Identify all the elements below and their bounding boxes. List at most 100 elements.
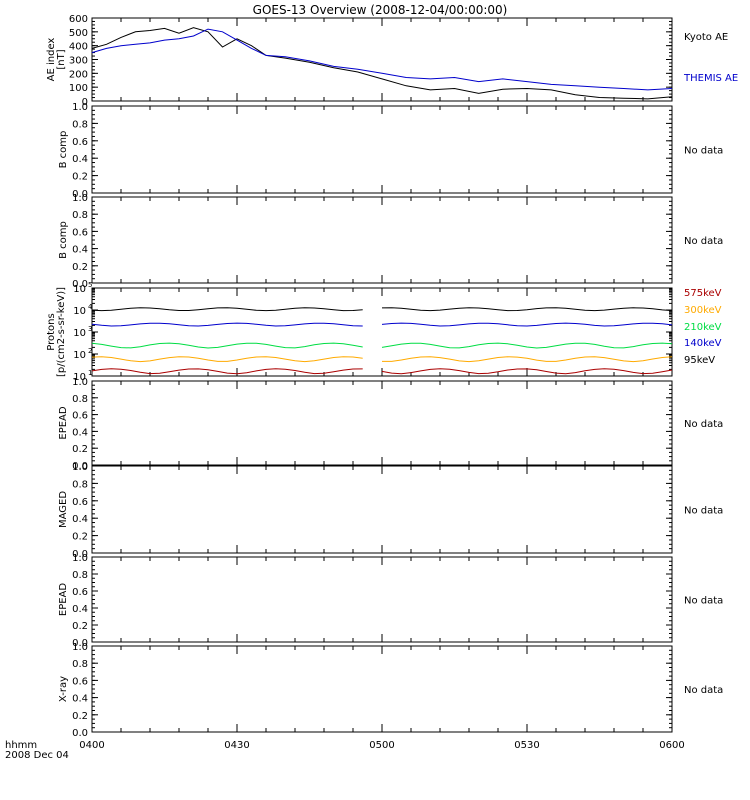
series-line-95kev: [91, 307, 363, 312]
y-tick-label: 0.6: [72, 411, 88, 422]
y-tick-label: 0.8: [72, 659, 88, 670]
no-data-label: No data: [684, 236, 723, 247]
y-tick-label: 0.0: [72, 461, 88, 472]
y-tick-exponent: 5: [88, 281, 92, 289]
y-axis-label: AE index: [46, 38, 57, 82]
y-tick-label: 0.2: [72, 711, 88, 722]
series-line-themis-ae: [91, 28, 673, 91]
y-tick-label: 0.8: [72, 394, 88, 405]
panel-frame-epead1: [91, 380, 673, 466]
y-tick-label: 0.8: [72, 119, 88, 130]
plot-title: GOES-13 Overview (2008-12-04/00:00:00): [253, 3, 508, 17]
series-line-140kev: [91, 322, 363, 327]
y-tick-label: 100: [69, 83, 88, 94]
series-line-300kev: [91, 356, 363, 363]
series-line-kyoto-ae: [91, 27, 673, 100]
legend-label-themis-ae: THEMIS AE: [683, 73, 738, 84]
y-tick-label: 0.6: [72, 676, 88, 687]
y-tick-label: 0.2: [72, 262, 88, 273]
no-data-label: No data: [684, 146, 723, 157]
y-tick-label: 10: [73, 284, 86, 295]
x-tick-label: 0430: [224, 740, 249, 751]
y-tick-label: 0.2: [72, 444, 88, 455]
legend-label-95kev: 95keV: [684, 355, 715, 366]
y-tick-label: 0.6: [72, 137, 88, 148]
y-tick-label: 0.4: [72, 604, 88, 615]
panel-frame-protons: [91, 287, 673, 377]
y-tick-label: 0.4: [72, 427, 88, 438]
y-tick-label: 0: [82, 97, 88, 108]
y-tick-label: 0.6: [72, 497, 88, 508]
y-tick-label: 0.0: [72, 189, 88, 200]
y-tick-exponent: 1: [88, 369, 92, 377]
legend-label-kyoto-ae: Kyoto AE: [684, 32, 728, 43]
y-tick-label: 400: [69, 42, 88, 53]
y-tick-label: 1.0: [72, 462, 88, 473]
y-tick-label: 0.4: [72, 245, 88, 256]
panel-frame-ae: [91, 17, 673, 102]
x-tick-label: 0500: [369, 740, 394, 751]
legend-label-140kev: 140keV: [684, 338, 722, 349]
x-axis-label-line2: 2008 Dec 04: [5, 750, 69, 761]
y-tick-label: 300: [69, 56, 88, 67]
y-tick-label: 200: [69, 69, 88, 80]
y-tick-label: 10: [73, 350, 86, 361]
y-tick-label: 0.0: [72, 728, 88, 739]
y-tick-label: 0.0: [72, 638, 88, 649]
y-tick-label: 0.8: [72, 570, 88, 581]
y-tick-label: 0.2: [72, 532, 88, 543]
series-line-140kev: [381, 322, 673, 327]
panel-frame-epead2: [91, 556, 673, 643]
series-line-95kev: [381, 307, 673, 312]
x-axis-label-line1: hhmm: [5, 740, 37, 751]
panel-frame-xray: [91, 645, 673, 733]
x-tick-label: 0400: [79, 740, 104, 751]
x-tick-label: 0530: [514, 740, 539, 751]
y-tick-label: 0.8: [72, 210, 88, 221]
y-tick-label: 600: [69, 14, 88, 25]
no-data-label: No data: [684, 596, 723, 607]
panel-frame-maged: [91, 465, 673, 554]
y-axis-label: B comp: [58, 221, 69, 259]
y-tick-label: 10: [73, 372, 86, 383]
y-axis-label: [nT]: [56, 49, 67, 69]
series-line-575kev: [91, 368, 363, 375]
y-tick-label: 0.2: [72, 172, 88, 183]
y-tick-label: 1.0: [72, 377, 88, 388]
series-line-575kev: [381, 368, 673, 375]
y-tick-exponent: 3: [88, 325, 92, 333]
panel-frame-bcomp2: [91, 196, 673, 284]
y-axis-label: MAGED: [58, 491, 69, 528]
legend-label-300kev: 300keV: [684, 305, 722, 316]
y-axis-label: EPEAD: [58, 406, 69, 440]
y-tick-label: 0.4: [72, 514, 88, 525]
y-tick-label: 1.0: [72, 193, 88, 204]
series-line-210kev: [381, 342, 673, 349]
y-tick-label: 0.0: [72, 279, 88, 290]
panel-frame-bcomp1: [91, 105, 673, 194]
y-tick-label: 10: [73, 306, 86, 317]
y-tick-label: 0.2: [72, 621, 88, 632]
no-data-label: No data: [684, 506, 723, 517]
legend-label-575kev: 575keV: [684, 288, 722, 299]
y-axis-label: X-ray: [58, 676, 69, 702]
y-tick-label: 1.0: [72, 642, 88, 653]
y-tick-label: 0.4: [72, 694, 88, 705]
y-axis-label: [p/(cm2-s-sr-keV)]: [56, 287, 67, 377]
y-tick-label: 0.0: [72, 549, 88, 560]
y-tick-label: 1.0: [72, 102, 88, 113]
no-data-label: No data: [684, 685, 723, 696]
series-line-210kev: [91, 342, 363, 349]
y-tick-label: 1.0: [72, 553, 88, 564]
y-tick-label: 0.6: [72, 587, 88, 598]
y-tick-exponent: 4: [88, 303, 93, 311]
y-axis-label: EPEAD: [58, 583, 69, 617]
no-data-label: No data: [684, 419, 723, 430]
y-tick-label: 10: [73, 328, 86, 339]
y-tick-label: 0.8: [72, 479, 88, 490]
x-tick-label: 0600: [659, 740, 684, 751]
panels-group: 0 100 200 300 400 500 600 AE index [nT] Kyoto AE T…: [46, 14, 738, 751]
legend-label-210kev: 210keV: [684, 322, 722, 333]
y-tick-label: 0.6: [72, 227, 88, 238]
